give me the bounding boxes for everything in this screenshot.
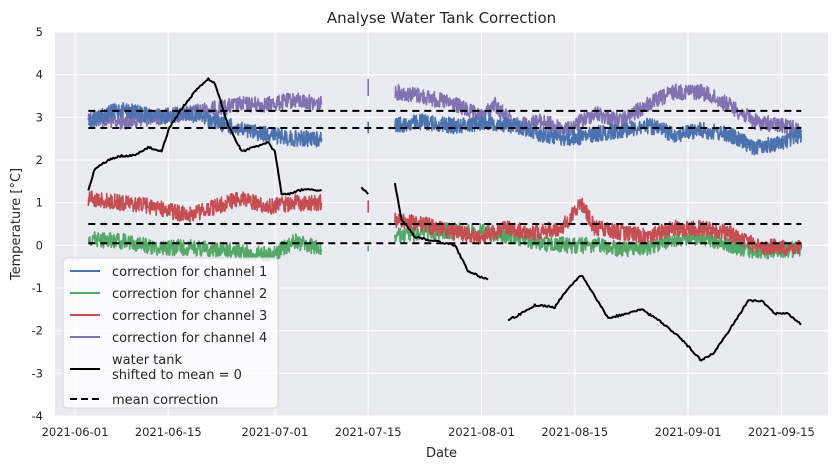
water-tank-line: [507, 274, 802, 362]
y-tick-label: 5: [36, 25, 43, 39]
x-tick-label: 2021-08-15: [541, 425, 608, 439]
legend-box: [62, 257, 279, 409]
channel-line: [87, 231, 323, 263]
legend-label: mean correction: [112, 393, 218, 408]
series-layer: [87, 77, 803, 362]
x-tick-label: 2021-06-15: [135, 425, 202, 439]
legend-label: correction for channel 1: [112, 265, 267, 280]
legend-label: correction for channel 4: [112, 331, 267, 346]
x-tick-label: 2021-07-01: [241, 425, 308, 439]
x-tick-label: 2021-09-15: [748, 425, 815, 439]
y-tick-label: 0: [36, 238, 43, 252]
x-tick-label: 2021-09-01: [655, 425, 722, 439]
y-tick-label: 1: [36, 196, 43, 210]
legend-label: correction for channel 3: [112, 309, 267, 324]
y-axis-label: Temperature [°C]: [9, 168, 24, 281]
x-tick-label: 2021-07-15: [335, 425, 402, 439]
water-tank-line: [87, 77, 322, 196]
channel-line: [394, 113, 803, 156]
y-tick-label: 3: [36, 110, 43, 124]
y-tick-label: -2: [32, 324, 43, 338]
legend-label: shifted to mean = 0: [112, 368, 242, 383]
y-tick-label: -1: [32, 281, 43, 295]
x-axis-label: Date: [426, 446, 457, 461]
x-tick-label: 2021-06-01: [42, 425, 109, 439]
chart-title: Analyse Water Tank Correction: [327, 9, 556, 27]
legend-label: water tank: [112, 353, 182, 368]
x-tick-label: 2021-08-01: [448, 425, 515, 439]
y-tick-label: -3: [32, 366, 43, 380]
legend-label: correction for channel 2: [112, 287, 267, 302]
channel-line: [87, 190, 323, 223]
y-axis-ticks: -4 -3 -2 -1 0 1 2 3 4 5: [32, 25, 43, 423]
y-tick-label: 2: [36, 153, 43, 167]
channel-line: [394, 83, 803, 139]
channel-line: [394, 197, 803, 256]
x-axis-ticks: 2021-06-01 2021-06-15 2021-07-01 2021-07-15…: [42, 425, 815, 439]
legend: correction for channel 1 correction for c…: [62, 257, 279, 409]
y-tick-label: 4: [36, 68, 43, 82]
water-tank-line: [360, 186, 369, 195]
y-tick-label: -4: [32, 409, 43, 423]
